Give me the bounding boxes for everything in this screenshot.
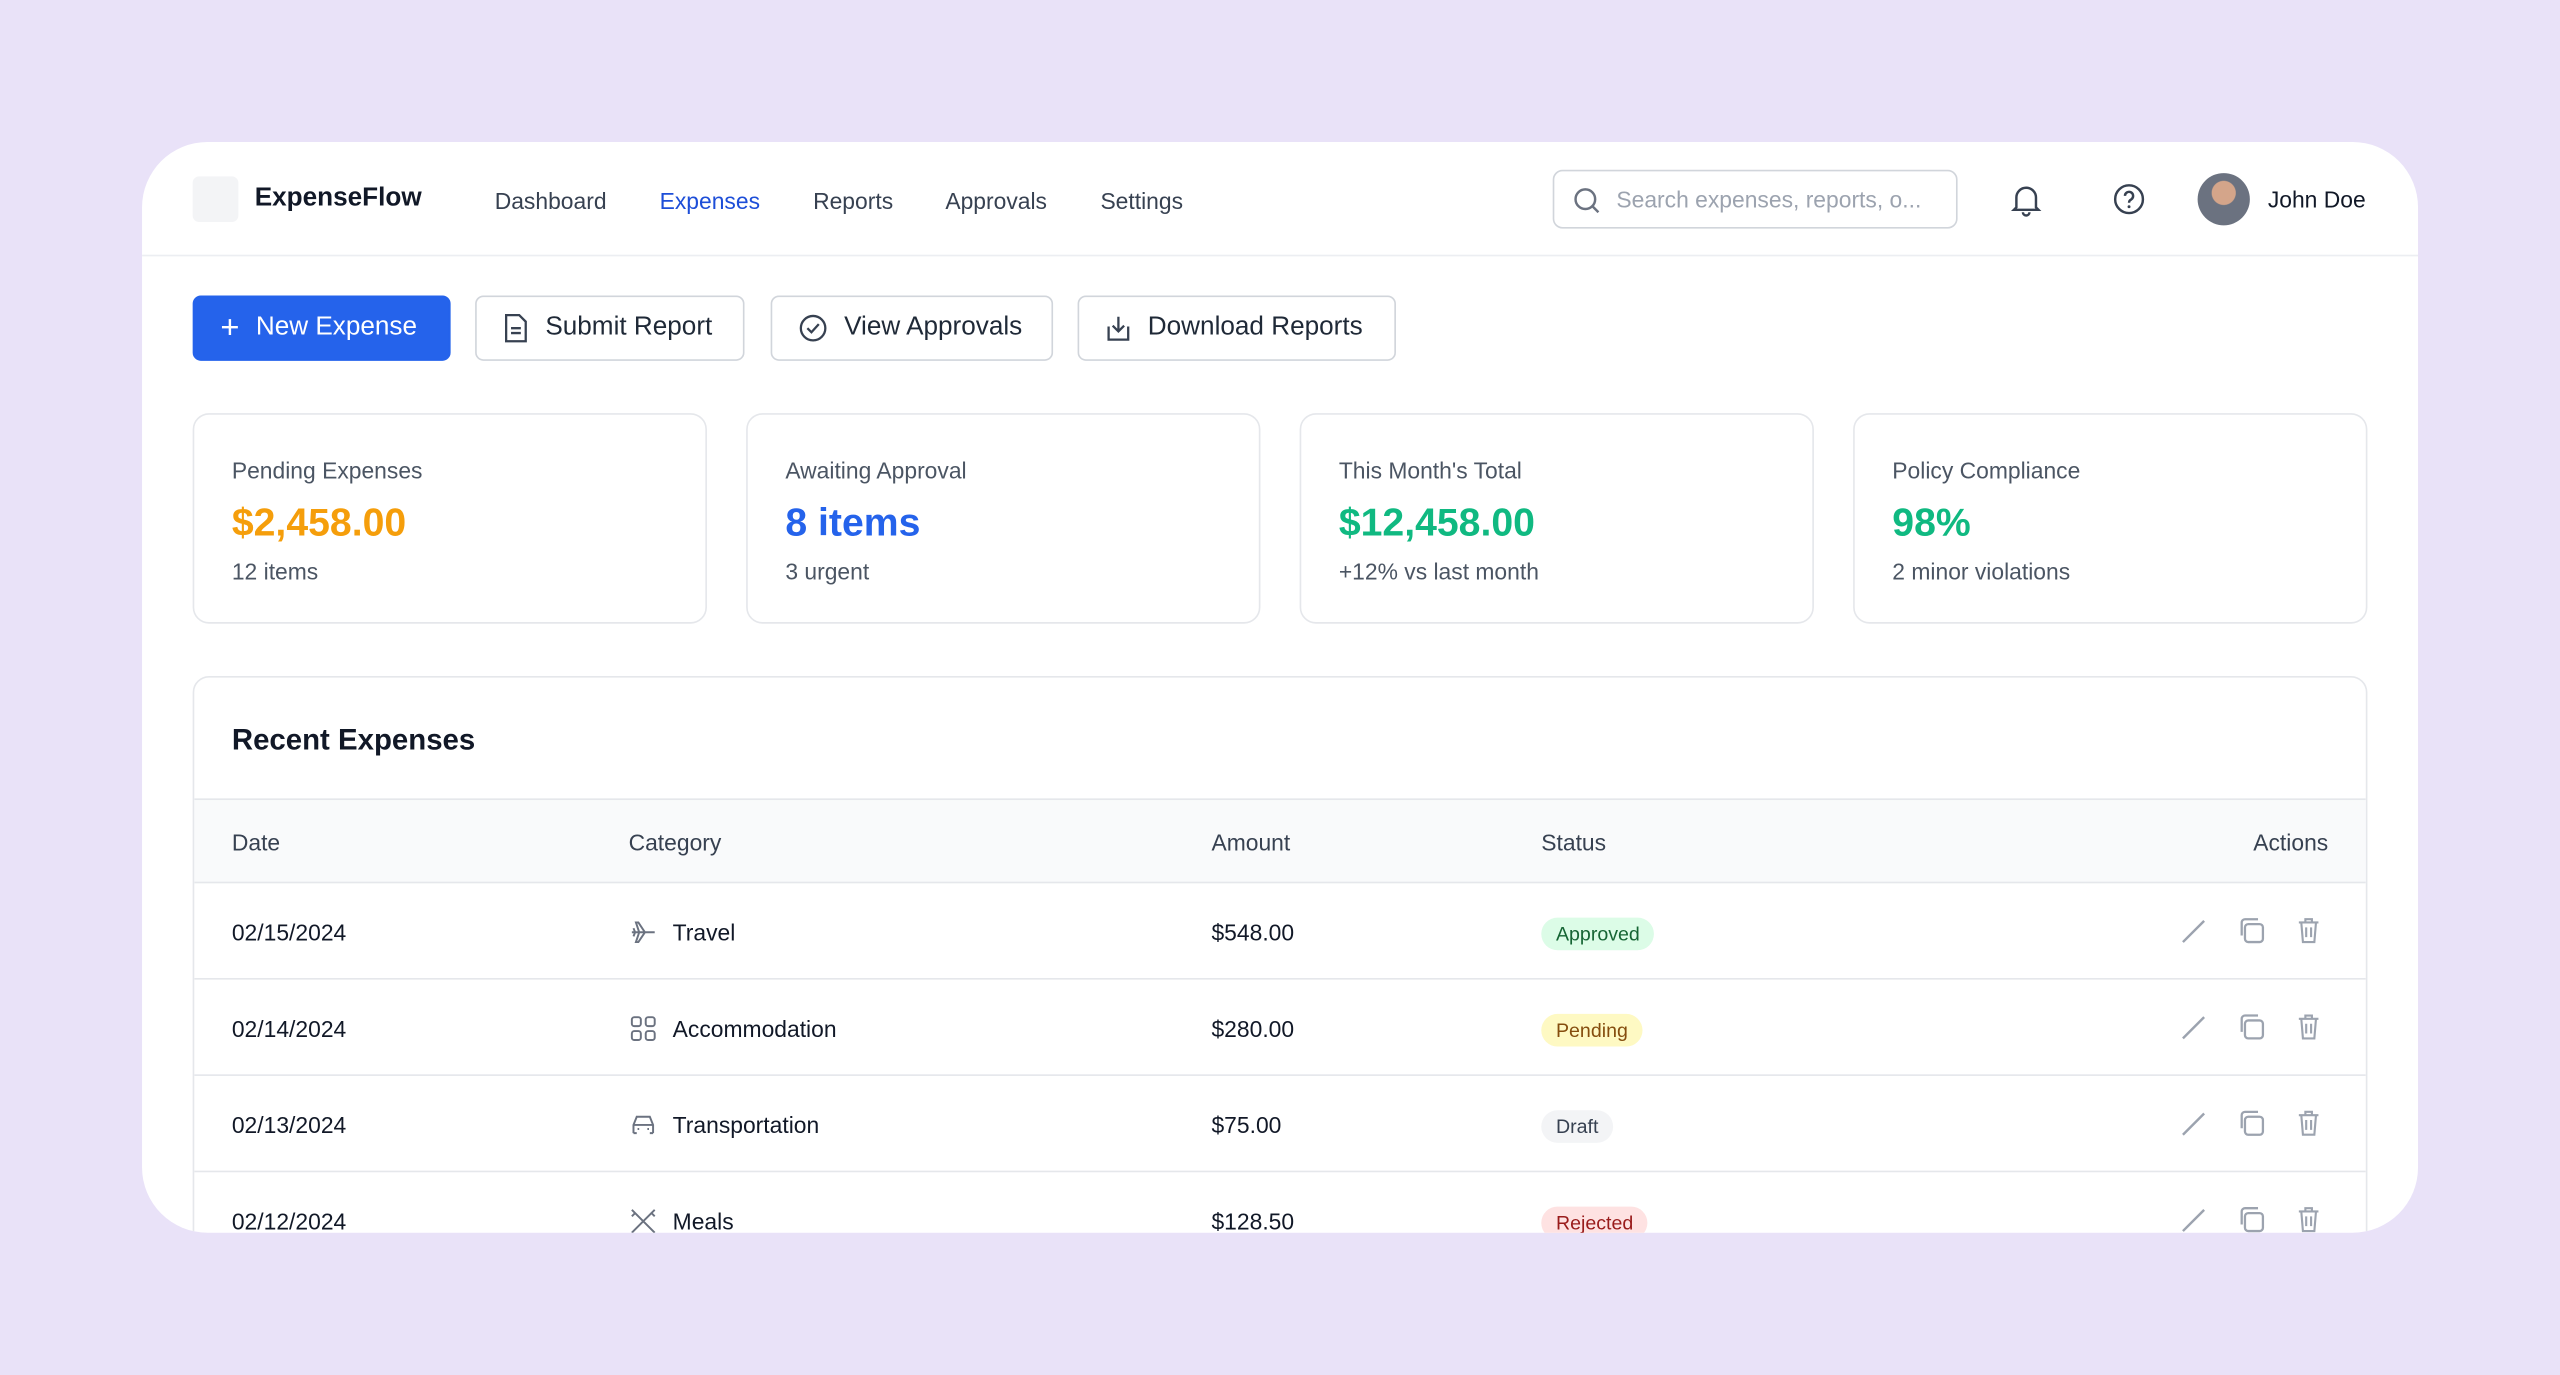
nav-link[interactable]: Dashboard: [494, 187, 607, 214]
column-header: Amount: [1211, 829, 1291, 856]
download-reports-button[interactable]: Download Reports: [1077, 295, 1396, 361]
duplicate-button[interactable]: [2235, 914, 2268, 947]
help-button[interactable]: [2111, 181, 2147, 217]
nav-link[interactable]: Settings: [1100, 187, 1184, 214]
stat-card: This Month's Total $12,458.00 +12% vs last…: [1299, 413, 1814, 624]
submit-report-button[interactable]: Submit Report: [475, 295, 745, 361]
plus-icon: +: [220, 309, 240, 346]
header: ExpenseFlow Dashboard Expenses Reports A…: [142, 142, 2419, 257]
stat-label: Policy Compliance: [1892, 457, 2081, 484]
status-badge: Draft: [1541, 1110, 1614, 1143]
amount-cell: $548.00: [1211, 919, 1295, 946]
stat-label: This Month's Total: [1338, 457, 1522, 484]
new-expense-button[interactable]: + New Expense: [192, 295, 451, 361]
search-icon: [1574, 188, 1600, 214]
table-row: 02/14/2024 Accommodation $280.00 Pending: [194, 980, 2366, 1076]
column-header: Date: [231, 829, 281, 856]
stat-card: Pending Expenses $2,458.00 12 items: [192, 413, 707, 624]
button-label: Submit Report: [545, 313, 713, 342]
stat-note: 2 minor violations: [1892, 558, 2071, 585]
nav-link[interactable]: Approvals: [945, 187, 1047, 214]
button-label: Download Reports: [1147, 313, 1363, 342]
stat-note: 12 items: [231, 558, 319, 585]
stat-value: $2,458.00: [231, 501, 407, 546]
duplicate-button[interactable]: [2235, 1011, 2268, 1044]
table-row: 02/15/2024 Travel $548.00 Approved: [194, 883, 2366, 980]
table-row: 02/12/2024 Meals $128.50 Rejected: [194, 1172, 2365, 1233]
brand: ExpenseFlow: [254, 184, 422, 213]
user-name[interactable]: John Doe: [2267, 186, 2366, 213]
column-header: Actions: [2253, 829, 2329, 856]
duplicate-button[interactable]: [2235, 1203, 2268, 1233]
edit-button[interactable]: [2178, 1011, 2211, 1044]
app-window: ExpenseFlow Dashboard Expenses Reports A…: [142, 142, 2419, 1233]
status-badge: Pending: [1541, 1013, 1643, 1047]
category-icon: [629, 1110, 658, 1139]
stat-value: 8 items: [785, 501, 921, 546]
stat-card: Awaiting Approval 8 items 3 urgent: [746, 413, 1261, 624]
category-cell: Meals: [672, 1208, 734, 1233]
amount-cell: $128.50: [1211, 1208, 1295, 1233]
category-cell: Transportation: [672, 1111, 820, 1138]
view-approvals-button[interactable]: View Approvals: [770, 295, 1054, 361]
notification-button[interactable]: [2008, 181, 2044, 217]
date-cell: 02/12/2024: [231, 1208, 347, 1233]
category-icon: [629, 918, 658, 947]
amount-cell: $280.00: [1211, 1015, 1295, 1042]
date-cell: 02/15/2024: [231, 919, 347, 946]
delete-button[interactable]: [2292, 1107, 2325, 1140]
table-title: Recent Expenses: [231, 723, 476, 756]
date-cell: 02/14/2024: [231, 1015, 347, 1042]
column-header: Status: [1541, 829, 1607, 856]
stat-label: Pending Expenses: [231, 457, 423, 484]
stat-card: Policy Compliance 98% 2 minor violations: [1853, 413, 2368, 624]
nav-link[interactable]: Expenses: [659, 187, 760, 214]
expenses-table: Recent Expenses Date Category Amount Sta…: [192, 675, 2368, 1233]
avatar[interactable]: [2197, 173, 2250, 226]
document-icon: [504, 313, 527, 343]
category-icon: [629, 1207, 658, 1233]
stat-note: 3 urgent: [785, 558, 870, 585]
stat-label: Awaiting Approval: [785, 457, 967, 484]
edit-button[interactable]: [2178, 1107, 2211, 1140]
delete-button[interactable]: [2292, 914, 2325, 947]
search-input[interactable]: Search expenses, reports, o...: [1552, 169, 1958, 229]
edit-button[interactable]: [2178, 914, 2211, 947]
category-cell: Travel: [672, 919, 736, 946]
table-row: 02/13/2024 Transportation $75.00 Draft: [194, 1076, 2366, 1173]
amount-cell: $75.00: [1211, 1111, 1282, 1138]
column-header: Category: [628, 829, 722, 856]
delete-button[interactable]: [2292, 1203, 2325, 1233]
category-icon: [629, 1014, 658, 1043]
category-cell: Accommodation: [672, 1015, 837, 1042]
table-header: Date Category Amount Status Actions: [194, 798, 2366, 884]
date-cell: 02/13/2024: [231, 1111, 347, 1138]
button-label: New Expense: [255, 313, 418, 342]
stat-value: $12,458.00: [1338, 501, 1535, 546]
status-badge: Approved: [1541, 917, 1655, 951]
stat-note: +12% vs last month: [1338, 558, 1539, 585]
stat-value: 98%: [1892, 501, 1971, 546]
nav-link[interactable]: Reports: [813, 187, 894, 214]
edit-button[interactable]: [2178, 1203, 2211, 1232]
button-label: View Approvals: [844, 313, 1023, 342]
status-badge: Rejected: [1541, 1206, 1649, 1233]
download-icon: [1107, 316, 1130, 341]
delete-button[interactable]: [2292, 1011, 2325, 1044]
duplicate-button[interactable]: [2235, 1107, 2268, 1140]
logo: [192, 176, 239, 223]
check-icon: [799, 314, 827, 342]
